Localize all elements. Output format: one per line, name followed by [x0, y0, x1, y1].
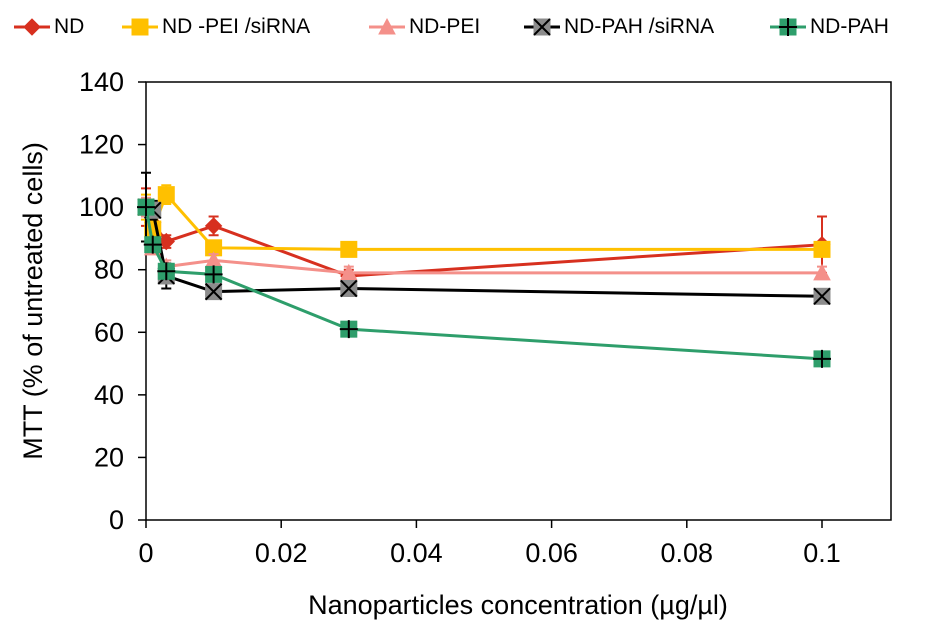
series-line	[144, 206, 823, 361]
axes: 0 20 40 60 80 100 120 140 0 0.02 0.04 0.06 0.08 0.1	[79, 67, 841, 568]
y-tick-label: 20	[94, 442, 124, 472]
x-tick-label: 0.08	[661, 538, 714, 568]
series-line	[144, 206, 823, 278]
data-point	[204, 217, 223, 235]
data-point	[339, 320, 358, 339]
legend-marker-nd-pah-sirna	[524, 18, 560, 36]
data-point	[339, 263, 358, 281]
legend-item-nd-pah: ND-PAH	[768, 12, 889, 42]
data-point	[137, 198, 155, 217]
y-tick-label: 80	[94, 255, 124, 285]
legend-symbol	[779, 18, 797, 36]
y-tick-label: 120	[79, 130, 124, 160]
data-point	[340, 279, 358, 298]
legend-marker-nd-pei	[369, 17, 405, 35]
legend-item-nd-pah-sirna: ND-PAH /siRNA	[522, 12, 714, 42]
legend-marker-nd-pah	[770, 18, 806, 36]
data-point	[813, 263, 831, 281]
data-point	[157, 262, 176, 281]
data-point	[340, 240, 358, 258]
y-tick-label: 40	[94, 380, 124, 410]
data-point	[813, 349, 831, 368]
x-axis-label: Nanoparticles concentration (µg/µl)	[308, 590, 728, 620]
legend-marker-nd-pei-sirna	[122, 18, 158, 36]
legend-symbol	[23, 18, 41, 36]
data-point	[157, 186, 175, 204]
legend-item-nd: ND	[12, 12, 84, 42]
y-tick-label: 140	[79, 67, 124, 97]
data-point	[204, 265, 223, 284]
series-layer	[137, 171, 831, 368]
legend-symbol	[533, 18, 551, 36]
legend-symbol	[131, 18, 149, 36]
y-axis-label: MTT (% of untreated cells)	[18, 142, 48, 460]
legend-label-nd-pei-sirna: ND -PEI /siRNA	[162, 15, 311, 38]
series-line	[144, 191, 822, 251]
legend-label-nd-pah: ND-PAH	[810, 15, 889, 38]
x-tick-label: 0.04	[390, 538, 443, 568]
legend-label-nd-pei: ND-PEI	[409, 15, 481, 38]
legend-label-nd-pah-sirna: ND-PAH /siRNA	[564, 15, 715, 38]
legend-symbol	[378, 17, 396, 35]
x-tick-label: 0.02	[255, 538, 308, 568]
legend-marker-nd	[14, 18, 50, 36]
plot-area-frame	[145, 81, 892, 521]
y-tick-label: 100	[79, 192, 124, 222]
y-tick-label: 0	[109, 505, 124, 535]
data-point	[143, 235, 162, 254]
legend-label-nd: ND	[54, 15, 85, 38]
data-point	[813, 240, 831, 258]
series-0	[137, 187, 831, 285]
y-tick-label: 60	[94, 317, 124, 347]
x-tick-label: 0.1	[803, 538, 841, 568]
x-tick-label: 0.06	[525, 538, 578, 568]
x-tick-label: 0	[138, 538, 153, 568]
series-1	[137, 184, 831, 258]
series-4	[137, 198, 831, 368]
legend-item-nd-pei: ND-PEI	[367, 12, 480, 42]
data-point	[204, 282, 223, 301]
legend-item-nd-pei-sirna: ND -PEI /siRNA	[120, 12, 310, 42]
data-point	[813, 287, 831, 306]
